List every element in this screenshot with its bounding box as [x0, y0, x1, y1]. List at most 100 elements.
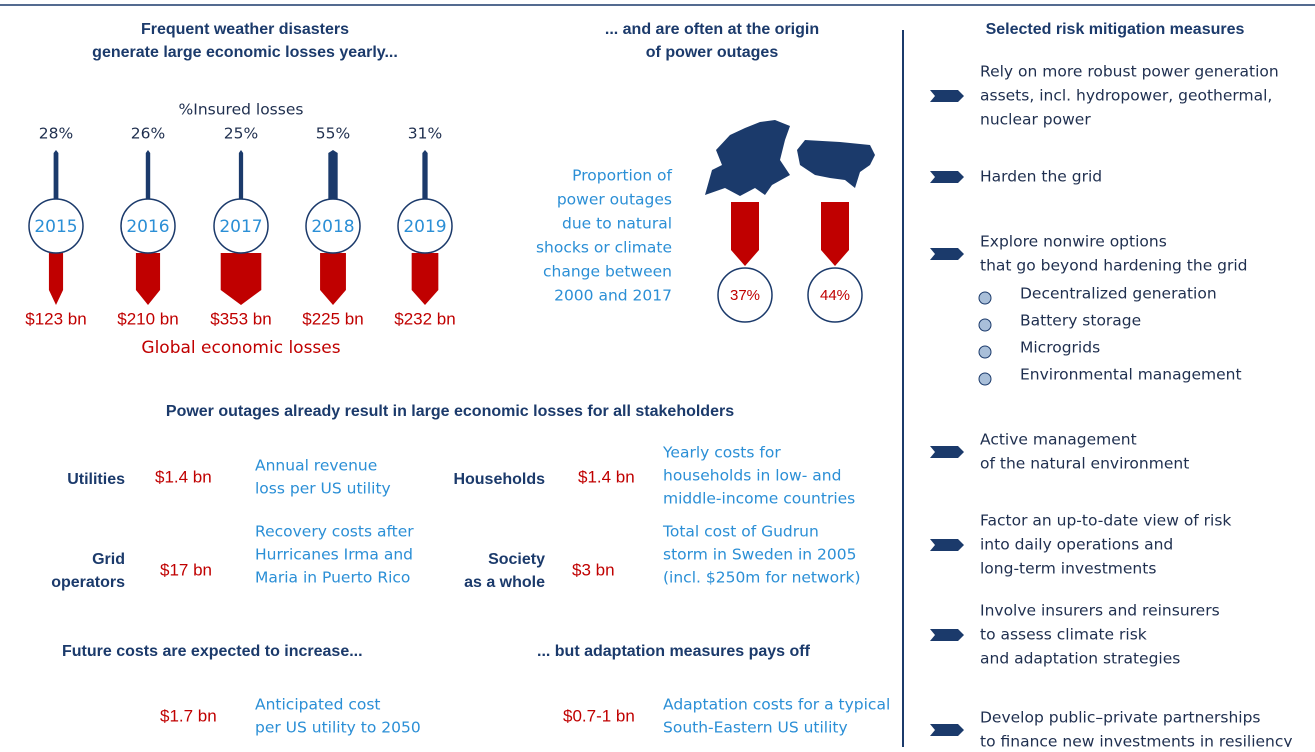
- insured-label: 26%: [131, 125, 165, 143]
- measure: Explore nonwire options: [980, 233, 1167, 251]
- option: Microgrids: [1020, 339, 1100, 357]
- description: Hurricanes Irma and: [255, 546, 413, 564]
- measure: Factor an up-to-date view of risk: [980, 512, 1231, 530]
- description: Anticipated cost: [255, 696, 381, 714]
- stakeholder: as a whole: [464, 574, 545, 591]
- description: due to natural: [562, 215, 672, 233]
- stakeholder: Grid: [92, 551, 125, 568]
- description: power outages: [557, 191, 672, 209]
- insured-stem: [53, 150, 59, 200]
- year-circle: [120, 198, 176, 254]
- stakeholder: operators: [51, 574, 125, 591]
- loss-bar: [220, 253, 262, 305]
- description: shocks or climate: [536, 239, 672, 257]
- measure: Harden the grid: [980, 168, 1102, 186]
- measure: nuclear power: [980, 111, 1091, 129]
- europe-map: [705, 120, 790, 196]
- bullet: [978, 345, 992, 359]
- loss-bar: [48, 253, 64, 305]
- insured-stem: [328, 150, 338, 200]
- insured-stem: [145, 150, 151, 200]
- option: Battery storage: [1020, 312, 1141, 330]
- year: 2017: [219, 217, 262, 237]
- year-circle: [28, 198, 84, 254]
- description: Adaptation costs for a typical: [663, 696, 890, 714]
- option: Decentralized generation: [1020, 285, 1217, 303]
- year: 2018: [311, 217, 354, 237]
- cost: $17 bn: [160, 560, 212, 579]
- year: 2016: [126, 217, 169, 237]
- year: 2015: [34, 217, 77, 237]
- description: Annual revenue: [255, 457, 377, 475]
- chevron: [930, 724, 964, 736]
- year: 2019: [403, 217, 446, 237]
- insured-label: 25%: [224, 125, 258, 143]
- insured-label: 31%: [408, 125, 442, 143]
- description: storm in Sweden in 2005: [663, 546, 857, 564]
- loss-bar: [411, 253, 439, 305]
- description: South-Eastern US utility: [663, 719, 848, 737]
- year-circle: [397, 198, 453, 254]
- chevron: [930, 446, 964, 458]
- measure: assets, incl. hydropower, geothermal,: [980, 87, 1272, 105]
- share-circle: [807, 267, 863, 323]
- stakeholder: Society: [488, 551, 545, 568]
- insured-label: 55%: [316, 125, 350, 143]
- us-map: [797, 140, 875, 188]
- insured-stem: [422, 150, 428, 200]
- cost: $1.4 bn: [155, 467, 212, 486]
- description: households in low- and: [663, 467, 841, 485]
- section-title: ... and are often at the origin: [605, 21, 819, 38]
- measure: that go beyond hardening the grid: [980, 257, 1248, 275]
- measure: Develop public–private partnerships: [980, 709, 1261, 727]
- chevron: [930, 90, 964, 102]
- measure: and adaptation strategies: [980, 650, 1180, 668]
- loss-bar: [135, 253, 161, 305]
- option: Environmental management: [1020, 366, 1242, 384]
- stakeholder: Utilities: [67, 471, 125, 488]
- year-circle: [213, 198, 269, 254]
- cost: $1.4 bn: [578, 467, 635, 486]
- section-title: ... but adaptation measures pays off: [537, 643, 811, 660]
- outage-arrow: [821, 202, 849, 266]
- chevron: [930, 248, 964, 260]
- description: Proportion of: [572, 167, 672, 185]
- caption: %Insured losses: [179, 101, 304, 119]
- description: Total cost of Gudrun: [662, 523, 819, 541]
- description: Recovery costs after: [255, 523, 414, 541]
- section-title: Power outages already result in large ec…: [166, 403, 734, 420]
- section-title: Selected risk mitigation measures: [986, 21, 1245, 38]
- share: 44%: [820, 287, 850, 304]
- cost: $0.7-1 bn: [563, 706, 635, 725]
- share: 37%: [730, 287, 760, 304]
- description: 2000 and 2017: [554, 287, 672, 305]
- stakeholder: Households: [453, 471, 545, 488]
- chevron: [930, 539, 964, 551]
- measure: into daily operations and: [980, 536, 1173, 554]
- section-title: Future costs are expected to increase...: [62, 643, 363, 660]
- measure: Rely on more robust power generation: [980, 63, 1279, 81]
- loss-label: $232 bn: [394, 309, 455, 328]
- bullet: [978, 318, 992, 332]
- chevron: [930, 171, 964, 183]
- chevron: [930, 629, 964, 641]
- loss-label: $225 bn: [302, 309, 363, 328]
- description: Yearly costs for: [662, 444, 781, 462]
- insured-stem: [238, 150, 244, 200]
- description: middle-income countries: [663, 490, 855, 508]
- section-title: generate large economic losses yearly...: [92, 44, 398, 61]
- bullet: [978, 291, 992, 305]
- section-title: of power outages: [646, 44, 779, 61]
- section-title: Frequent weather disasters: [141, 21, 349, 38]
- loss-label: $353 bn: [210, 309, 271, 328]
- description: (incl. $250m for network): [663, 569, 861, 587]
- cost: $3 bn: [572, 560, 615, 579]
- loss-label: $123 bn: [25, 309, 86, 328]
- share-circle: [717, 267, 773, 323]
- caption: Global economic losses: [141, 338, 340, 358]
- measure: of the natural environment: [980, 455, 1189, 473]
- measure: Involve insurers and reinsurers: [980, 602, 1220, 620]
- loss-bar: [320, 253, 346, 305]
- description: loss per US utility: [255, 480, 391, 498]
